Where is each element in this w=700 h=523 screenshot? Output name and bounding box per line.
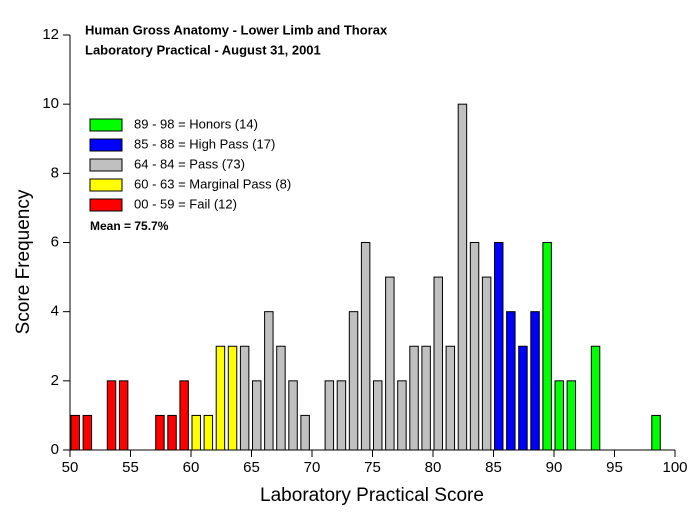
bar xyxy=(252,380,262,451)
x-tick-label: 55 xyxy=(122,459,139,476)
bar xyxy=(433,276,443,451)
bar xyxy=(385,276,395,451)
bar xyxy=(82,414,93,451)
bar xyxy=(106,380,117,451)
bar xyxy=(481,276,492,451)
bar xyxy=(288,380,298,451)
bar xyxy=(651,414,661,451)
bar xyxy=(324,380,335,451)
bar xyxy=(264,311,274,451)
legend-swatch xyxy=(89,158,123,172)
x-axis-label: Laboratory Practical Score xyxy=(260,485,484,506)
bar xyxy=(179,380,189,451)
x-tick-label: 50 xyxy=(62,459,79,476)
y-tick-label: 12 xyxy=(42,26,59,43)
bar xyxy=(469,242,480,451)
x-tick-label: 80 xyxy=(425,459,442,476)
chart-subtitle: Laboratory Practical - August 31, 2001 xyxy=(85,42,321,57)
bar xyxy=(227,345,238,451)
bar xyxy=(554,380,564,451)
y-tick-label: 6 xyxy=(51,233,59,250)
bar xyxy=(348,311,359,451)
bar xyxy=(494,242,504,451)
bar xyxy=(518,345,528,451)
bar xyxy=(215,345,226,451)
y-tick-label: 8 xyxy=(51,164,59,181)
x-tick-label: 65 xyxy=(243,459,260,476)
x-tick-label: 85 xyxy=(485,459,502,476)
bar xyxy=(566,380,577,451)
bar xyxy=(239,345,250,451)
x-tick-label: 60 xyxy=(183,459,200,476)
bar xyxy=(118,380,129,451)
legend-swatch xyxy=(89,118,123,132)
legend-label: 89 - 98 = Honors (14) xyxy=(134,116,258,131)
y-tick-label: 0 xyxy=(51,441,59,458)
x-tick-label: 95 xyxy=(606,459,623,476)
bar xyxy=(409,345,419,451)
bar xyxy=(590,345,601,451)
bar xyxy=(70,414,80,451)
y-axis-label: Score Frequency xyxy=(13,189,34,334)
bar xyxy=(167,414,177,451)
y-tick-label: 4 xyxy=(51,303,59,320)
bar xyxy=(445,345,456,451)
bar xyxy=(530,311,540,451)
annotation: Mean = 75.7% xyxy=(90,219,169,233)
bar xyxy=(203,414,214,451)
legend-swatch xyxy=(89,198,123,212)
x-tick-label: 75 xyxy=(364,459,381,476)
bar xyxy=(300,414,310,451)
legend-swatch xyxy=(89,178,123,192)
legend-label: 00 - 59 = Fail (12) xyxy=(134,196,237,211)
legend-label: 60 - 63 = Marginal Pass (8) xyxy=(134,176,291,191)
bar xyxy=(397,380,407,451)
bar xyxy=(506,311,516,451)
legend-swatch xyxy=(89,138,123,152)
legend-label: 64 - 84 = Pass (73) xyxy=(134,156,245,171)
bar xyxy=(276,345,286,451)
x-tick-label: 70 xyxy=(304,459,321,476)
bar xyxy=(457,103,468,451)
bar xyxy=(373,380,383,451)
y-tick-label: 10 xyxy=(42,95,59,112)
bar xyxy=(360,242,371,451)
bar xyxy=(336,380,347,451)
x-tick-label: 90 xyxy=(546,459,563,476)
x-tick-label: 100 xyxy=(662,459,687,476)
chart-title: Human Gross Anatomy - Lower Limb and Tho… xyxy=(85,22,388,37)
bar xyxy=(155,414,165,451)
bar xyxy=(191,414,201,451)
bar xyxy=(542,242,552,451)
bar xyxy=(421,345,431,451)
y-tick-label: 2 xyxy=(51,372,59,389)
legend-label: 85 - 88 = High Pass (17) xyxy=(134,136,275,151)
